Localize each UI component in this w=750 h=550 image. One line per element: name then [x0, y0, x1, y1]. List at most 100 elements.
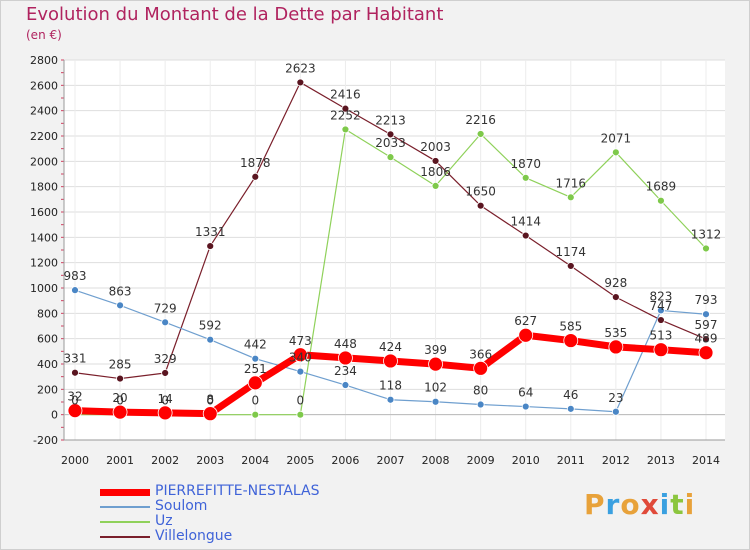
- x-tick-label: 2011: [557, 454, 585, 467]
- y-tick-label: 800: [37, 307, 58, 320]
- data-point-villelongue: [206, 242, 215, 250]
- y-tick-label: 1800: [30, 181, 58, 194]
- data-point-villelongue: [71, 368, 79, 377]
- x-tick-label: 2014: [692, 454, 720, 467]
- x-tick-label: 2001: [106, 454, 134, 467]
- data-label-pierrefitte-nestalas: 32: [67, 390, 82, 404]
- data-label-soulom: 793: [695, 293, 718, 307]
- legend-label-pierrefitte: PIERREFITTE-NESTALAS: [155, 483, 320, 499]
- data-label-soulom: 729: [154, 301, 177, 315]
- data-point-uz: [476, 130, 485, 138]
- data-point-villelongue: [657, 316, 665, 324]
- data-label-villelongue: 597: [695, 318, 718, 332]
- data-label-uz: 0: [71, 394, 79, 408]
- data-point-pierrefitte-nestalas: [292, 347, 308, 363]
- x-tick-label: 2000: [61, 454, 89, 467]
- data-point-pierrefitte-nestalas: [157, 405, 173, 421]
- data-point-uz: [386, 153, 395, 162]
- x-tick-label: 2005: [286, 454, 314, 467]
- x-tick-label: 2008: [422, 454, 450, 467]
- data-point-pierrefitte-nestalas: [518, 327, 534, 343]
- x-tick-label: 2009: [467, 454, 495, 467]
- data-label-villelongue: 285: [109, 358, 132, 372]
- y-tick-label: 600: [37, 333, 58, 346]
- data-label-pierrefitte-nestalas: 489: [695, 332, 718, 346]
- data-point-pierrefitte-nestalas: [338, 350, 353, 366]
- x-tick-label: 2002: [151, 454, 179, 467]
- data-point-villelongue: [431, 157, 440, 165]
- data-point-villelongue: [161, 369, 170, 377]
- data-point-pierrefitte-nestalas: [67, 403, 83, 419]
- legend-swatch-uz: [100, 521, 150, 523]
- data-point-pierrefitte-nestalas: [698, 345, 714, 361]
- data-point-uz: [521, 173, 530, 182]
- data-point-uz: [657, 196, 665, 205]
- data-label-villelongue: 1331: [195, 225, 226, 239]
- proxiti-logo[interactable]: Proxiti: [584, 488, 696, 521]
- data-label-soulom: 592: [199, 319, 222, 333]
- data-point-villelongue: [251, 172, 260, 181]
- y-tick-label: 0: [51, 409, 58, 422]
- data-label-pierrefitte-nestalas: 535: [604, 326, 627, 340]
- data-point-pierrefitte-nestalas: [428, 356, 443, 372]
- data-point-uz: [566, 193, 575, 202]
- x-tick-label: 2006: [331, 454, 359, 467]
- data-label-uz: 0: [206, 394, 214, 408]
- data-point-uz: [251, 410, 260, 419]
- data-label-villelongue: 1414: [510, 215, 541, 229]
- data-point-soulom: [431, 397, 440, 406]
- data-point-soulom: [116, 301, 124, 310]
- x-tick-label: 2012: [602, 454, 630, 467]
- data-label-pierrefitte-nestalas: 585: [559, 320, 582, 334]
- data-label-uz: 0: [297, 394, 305, 408]
- legend-swatch-soulom: [100, 506, 150, 508]
- data-point-villelongue: [566, 262, 575, 270]
- data-point-uz: [611, 148, 620, 157]
- data-label-villelongue: 331: [64, 352, 87, 366]
- data-point-pierrefitte-nestalas: [563, 333, 579, 348]
- x-tick-label: 2013: [647, 454, 675, 467]
- data-label-uz: 0: [251, 394, 259, 408]
- chart-title: Evolution du Montant de la Dette par Hab…: [26, 4, 444, 25]
- data-point-soulom: [341, 381, 350, 389]
- data-point-soulom: [206, 335, 215, 344]
- x-tick-label: 2003: [196, 454, 224, 467]
- data-label-soulom: 64: [518, 386, 533, 400]
- data-label-uz: 1716: [556, 176, 587, 190]
- data-point-villelongue: [296, 78, 305, 87]
- data-point-soulom: [566, 404, 575, 413]
- y-tick-label: 1400: [30, 231, 58, 244]
- data-label-soulom: 863: [109, 284, 132, 298]
- data-label-villelongue: 928: [604, 276, 627, 290]
- plot-area: [64, 60, 725, 440]
- data-point-soulom: [296, 367, 305, 376]
- data-label-pierrefitte-nestalas: 8: [206, 393, 214, 407]
- data-label-pierrefitte-nestalas: 627: [514, 314, 537, 328]
- data-label-soulom: 118: [379, 379, 402, 393]
- data-point-soulom: [71, 286, 79, 295]
- data-label-villelongue: 2003: [420, 140, 451, 154]
- data-point-soulom: [611, 407, 620, 416]
- data-label-villelongue: 2623: [285, 61, 316, 75]
- data-label-pierrefitte-nestalas: 20: [112, 391, 127, 405]
- data-label-villelongue: 1174: [556, 245, 587, 259]
- data-label-soulom: 983: [64, 269, 87, 283]
- data-label-villelongue: 1650: [465, 185, 496, 199]
- data-point-soulom: [386, 395, 395, 404]
- data-point-villelongue: [386, 130, 395, 139]
- data-point-uz: [431, 182, 440, 190]
- data-label-villelongue: 747: [649, 299, 672, 313]
- data-label-uz: 2071: [601, 131, 632, 145]
- legend-label-villelongue: Villelongue: [155, 528, 233, 544]
- data-point-pierrefitte-nestalas: [202, 406, 218, 422]
- x-tick-label: 2007: [377, 454, 405, 467]
- data-label-soulom: 23: [608, 391, 623, 405]
- data-label-soulom: 234: [334, 364, 357, 378]
- data-label-uz: 1689: [646, 180, 677, 194]
- data-label-uz: 1806: [420, 165, 451, 179]
- data-point-pierrefitte-nestalas: [383, 353, 398, 369]
- data-label-uz: 2216: [465, 113, 496, 127]
- data-point-uz: [296, 410, 305, 419]
- data-point-pierrefitte-nestalas: [112, 404, 128, 420]
- data-point-pierrefitte-nestalas: [653, 342, 669, 358]
